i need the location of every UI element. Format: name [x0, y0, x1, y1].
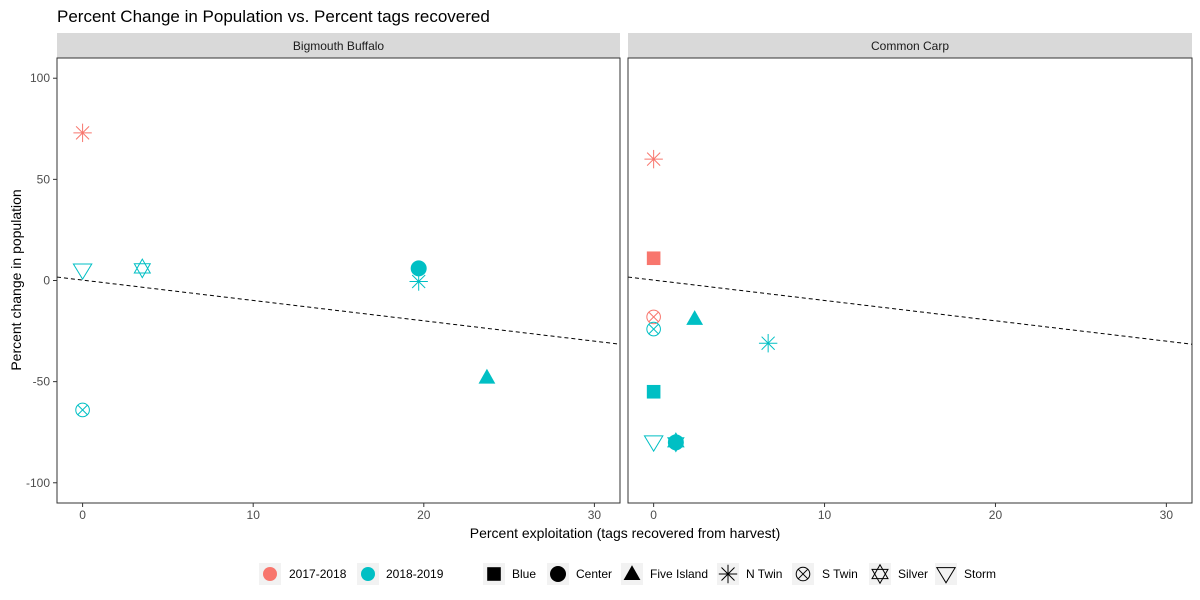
legend-key-silver — [871, 563, 889, 585]
point-s-twin-2018-2019 — [646, 321, 661, 337]
point-n-twin-2017-2018 — [73, 123, 92, 143]
legend-label-2018-2019: 2018-2019 — [386, 567, 444, 581]
legend-key-bg — [869, 563, 891, 585]
point-center-2018-2019 — [667, 434, 684, 451]
point-storm-2018-2019 — [643, 435, 664, 453]
x-tick-label: 30 — [1160, 508, 1174, 522]
point-center-2018-2019 — [410, 260, 427, 277]
legend-label-five-island: Five Island — [650, 567, 708, 581]
point-silver-2018-2019 — [133, 258, 152, 279]
legend-label-storm: Storm — [964, 567, 996, 581]
point-s-twin-2018-2019 — [75, 402, 90, 418]
y-tick-label: -50 — [33, 375, 51, 389]
legend-key-five-island — [623, 565, 641, 580]
point-n-twin-2018-2019 — [409, 272, 428, 291]
point-storm-2018-2019 — [72, 263, 93, 281]
x-tick-label: 0 — [650, 508, 657, 522]
legend-key-blue — [487, 567, 501, 581]
legend-label-s-twin: S Twin — [822, 567, 858, 581]
chart-title: Percent Change in Population vs. Percent… — [57, 7, 490, 26]
panel-common-carp: Common Carp 0 10 20 30 — [627, 33, 1193, 522]
y-tick-label: 0 — [43, 274, 50, 288]
panel-bigmouth-buffalo: Bigmouth Buffalo 0 10 20 30 -100 -50 0 50 100 — [26, 33, 621, 522]
x-tick-label: 20 — [417, 508, 431, 522]
legend-label-n-twin: N Twin — [746, 567, 782, 581]
y-tick-label: 100 — [30, 71, 50, 85]
strip-label: Common Carp — [871, 39, 949, 53]
point-n-twin-2017-2018 — [644, 149, 663, 169]
legend-key-s-twin — [795, 566, 811, 582]
point-silver-2018-2019 — [667, 432, 685, 453]
trend-line — [56, 276, 621, 345]
x-tick-label: 10 — [247, 508, 261, 522]
y-tick-label: -100 — [26, 476, 50, 490]
x-tick-label: 0 — [79, 508, 86, 522]
trend-line — [627, 276, 1193, 345]
point-n-twin-2018-2019 — [758, 334, 778, 353]
strip-label: Bigmouth Buffalo — [293, 39, 384, 53]
point-five-island-2018-2019 — [686, 310, 704, 325]
legend-key-2017-2018 — [263, 567, 277, 581]
plot-border — [627, 57, 1193, 504]
legend-key-storm — [935, 567, 957, 584]
plot-border — [56, 57, 621, 504]
point-s-twin-2017-2018 — [646, 309, 661, 325]
legend-key-n-twin — [718, 564, 738, 584]
y-axis-label: Percent change in population — [8, 189, 24, 370]
legend-label-blue: Blue — [512, 567, 536, 581]
legend-key-2018-2019 — [361, 567, 375, 581]
legend-key-bg — [935, 563, 957, 585]
legend-label-silver: Silver — [898, 567, 928, 581]
x-tick-label: 10 — [818, 508, 832, 522]
point-blue-2017-2018 — [646, 251, 661, 266]
x-tick-label: 30 — [588, 508, 602, 522]
point-five-island-2018-2019 — [478, 368, 496, 384]
y-tick-label: 50 — [37, 172, 51, 186]
x-tick-label: 20 — [989, 508, 1003, 522]
legend-label-center: Center — [576, 567, 612, 581]
strip-background — [628, 33, 1192, 58]
x-axis-label: Percent exploitation (tags recovered fro… — [470, 525, 780, 541]
point-blue-2018-2019 — [646, 384, 661, 399]
legend-key-center — [550, 566, 566, 582]
strip-background — [57, 33, 620, 58]
legend: 2017-2018 2018-2019 Blue Center Five Island N… — [259, 563, 996, 585]
legend-label-2017-2018: 2017-2018 — [289, 567, 347, 581]
